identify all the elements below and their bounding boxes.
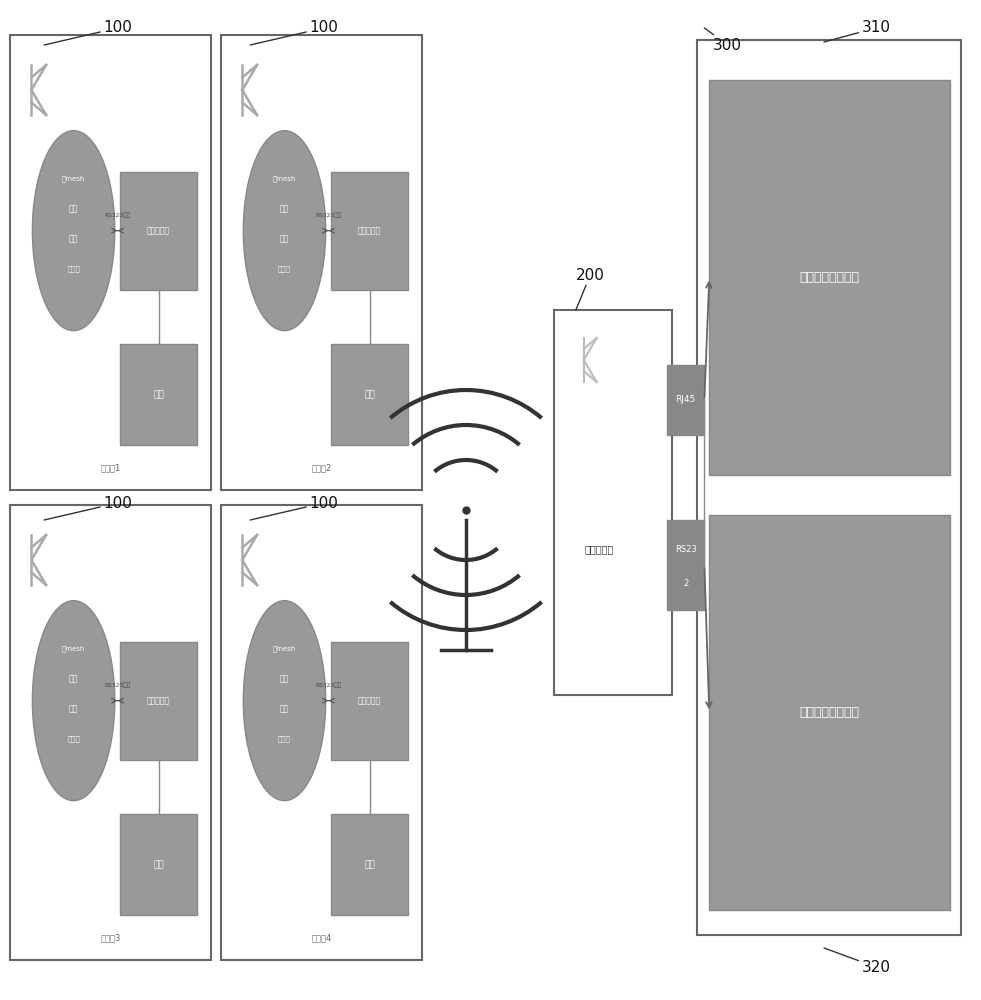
Ellipse shape bbox=[32, 601, 115, 801]
Bar bbox=[221, 505, 422, 960]
Text: RJ45: RJ45 bbox=[676, 395, 696, 404]
Text: RS323通信: RS323通信 bbox=[316, 212, 341, 218]
Bar bbox=[10, 505, 211, 960]
Text: 电源: 电源 bbox=[153, 390, 164, 399]
Bar bbox=[709, 515, 950, 910]
Text: RS323通信: RS323通信 bbox=[105, 682, 130, 688]
Ellipse shape bbox=[243, 131, 326, 331]
Text: 模块: 模块 bbox=[280, 674, 289, 683]
Text: 模块: 模块 bbox=[69, 204, 78, 213]
Text: 屏幕驱动板: 屏幕驱动板 bbox=[147, 226, 170, 235]
Text: RS323通信: RS323通信 bbox=[105, 212, 130, 218]
Bar bbox=[121, 172, 197, 290]
Text: 电源: 电源 bbox=[364, 860, 375, 869]
Text: 牙mesh: 牙mesh bbox=[273, 645, 296, 652]
Text: 液晶兲4: 液晶兲4 bbox=[311, 933, 332, 942]
Text: 液晶兲3: 液晶兲3 bbox=[100, 933, 121, 942]
Text: 100: 100 bbox=[44, 495, 131, 520]
Bar bbox=[709, 80, 950, 475]
Text: 牙mesh: 牙mesh bbox=[62, 175, 85, 182]
Text: 屏幕驱动板: 屏幕驱动板 bbox=[358, 226, 381, 235]
Text: 320: 320 bbox=[824, 948, 891, 974]
Text: 电源: 电源 bbox=[364, 390, 375, 399]
Text: 模块: 模块 bbox=[69, 674, 78, 683]
Text: 自带电: 自带电 bbox=[279, 735, 290, 742]
Bar bbox=[121, 814, 197, 914]
Text: 节点: 节点 bbox=[69, 704, 78, 713]
Text: 100: 100 bbox=[44, 20, 131, 45]
Text: 200: 200 bbox=[576, 267, 604, 310]
Text: 液晶兲1: 液晶兲1 bbox=[100, 463, 121, 472]
Text: 模块: 模块 bbox=[280, 204, 289, 213]
Bar bbox=[221, 35, 422, 490]
Text: 2: 2 bbox=[683, 578, 689, 587]
Text: 100: 100 bbox=[250, 20, 337, 45]
Ellipse shape bbox=[243, 601, 326, 801]
Bar bbox=[667, 365, 704, 435]
Text: RS323通信: RS323通信 bbox=[316, 682, 341, 688]
Text: 局域网控制端软件: 局域网控制端软件 bbox=[800, 271, 859, 284]
Text: 蓝牙路由器: 蓝牙路由器 bbox=[585, 544, 614, 554]
Bar bbox=[121, 642, 197, 760]
Bar bbox=[697, 40, 961, 935]
Text: 牙mesh: 牙mesh bbox=[62, 645, 85, 652]
Text: 自带电: 自带电 bbox=[68, 735, 79, 742]
Text: 移动端控制端软件: 移动端控制端软件 bbox=[800, 706, 859, 719]
Bar bbox=[332, 814, 408, 914]
Text: 节点: 节点 bbox=[69, 234, 78, 243]
Text: 牙mesh: 牙mesh bbox=[273, 175, 296, 182]
Bar bbox=[121, 344, 197, 444]
Text: 自带电: 自带电 bbox=[68, 265, 79, 272]
Text: 100: 100 bbox=[250, 495, 337, 520]
Text: 自带电: 自带电 bbox=[279, 265, 290, 272]
Text: 电源: 电源 bbox=[153, 860, 164, 869]
Ellipse shape bbox=[32, 131, 115, 331]
Text: 屏幕驱动板: 屏幕驱动板 bbox=[147, 696, 170, 705]
Bar bbox=[667, 520, 704, 610]
Text: 310: 310 bbox=[824, 20, 891, 42]
Text: 屏幕驱动板: 屏幕驱动板 bbox=[358, 696, 381, 705]
Text: RS23: RS23 bbox=[675, 546, 697, 554]
Bar bbox=[10, 35, 211, 490]
Bar bbox=[332, 642, 408, 760]
Text: 节点: 节点 bbox=[280, 704, 289, 713]
Text: 节点: 节点 bbox=[280, 234, 289, 243]
Bar bbox=[332, 172, 408, 290]
Bar bbox=[332, 344, 408, 444]
Text: 液晶兲2: 液晶兲2 bbox=[311, 463, 332, 472]
Text: 300: 300 bbox=[704, 28, 743, 52]
Bar bbox=[554, 310, 672, 695]
